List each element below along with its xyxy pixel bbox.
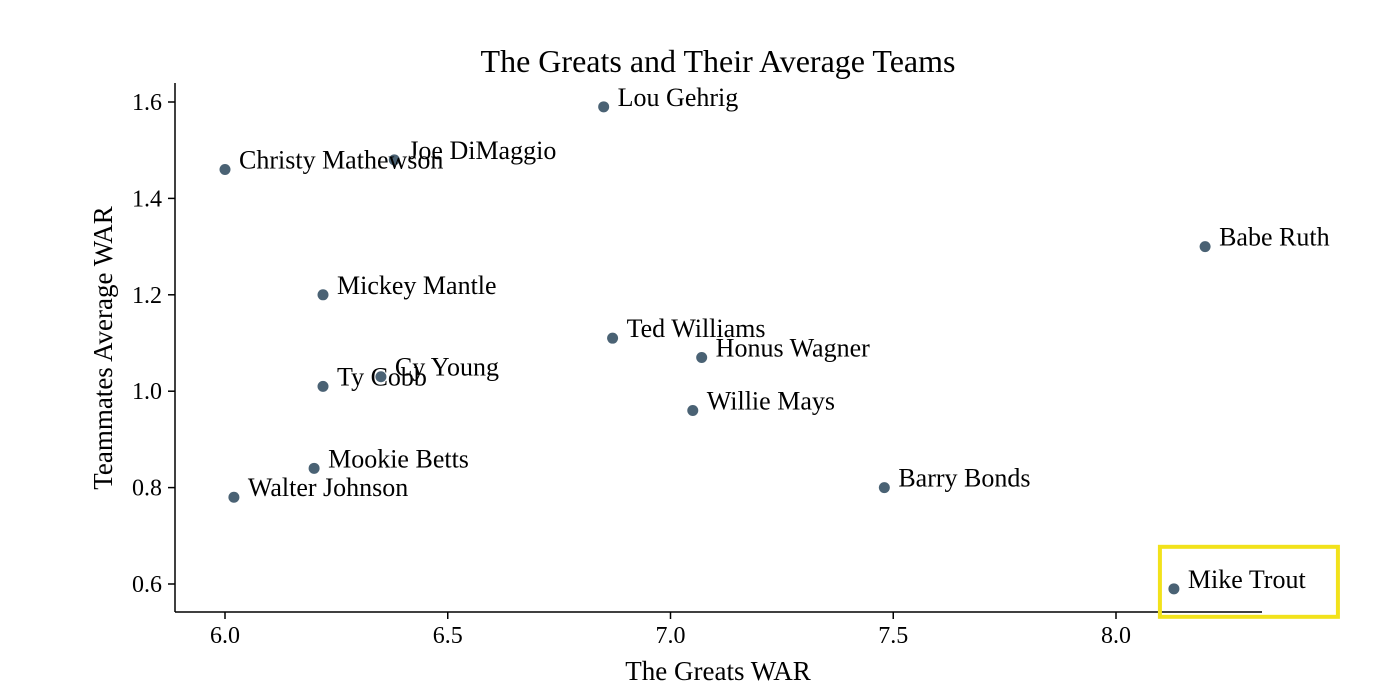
- point-label-joe-dimaggio: Joe DiMaggio: [408, 136, 556, 165]
- point-walter-johnson: [228, 491, 240, 503]
- y-tick-label: 0.8: [132, 476, 162, 502]
- chart-title: The Greats and Their Average Teams: [481, 43, 956, 79]
- point-label-cy-young: Cy Young: [395, 353, 499, 382]
- point-barry-bonds: [878, 482, 890, 494]
- point-mookie-betts: [308, 462, 320, 474]
- y-tick-label: 0.6: [132, 572, 162, 598]
- point-joe-dimaggio: [388, 154, 400, 166]
- x-axis-ticks: 6.0 6.5 7.0 7.5 8.0: [210, 612, 1131, 649]
- point-label-ty-cobb: Ty Cobb: [337, 362, 427, 391]
- x-tick-label: 8.0: [1101, 623, 1131, 649]
- y-axis-ticks: 0.6 0.8 1.0 1.2 1.4 1.6: [132, 90, 175, 598]
- point-label-lou-gehrig: Lou Gehrig: [618, 83, 739, 112]
- data-points: [219, 101, 1211, 595]
- point-mickey-mantle: [317, 289, 329, 301]
- y-axis-label: Teammates Average WAR: [88, 206, 118, 490]
- point-label-christy-mathewson: Christy Mathewson: [239, 145, 443, 174]
- x-axis-label: The Greats WAR: [625, 656, 810, 686]
- y-tick-label: 1.2: [132, 283, 162, 309]
- y-tick-label: 1.0: [132, 379, 162, 405]
- point-label-babe-ruth: Babe Ruth: [1219, 223, 1330, 252]
- point-babe-ruth: [1199, 241, 1211, 253]
- point-cy-young: [375, 371, 387, 383]
- point-label-mickey-mantle: Mickey Mantle: [337, 271, 497, 300]
- y-tick-label: 1.4: [132, 186, 162, 212]
- point-label-ted-williams: Ted Williams: [627, 314, 766, 343]
- point-label-willie-mays: Willie Mays: [707, 386, 835, 415]
- x-tick-label: 6.0: [210, 623, 240, 649]
- y-tick-label: 1.6: [132, 90, 162, 116]
- x-tick-label: 6.5: [433, 623, 463, 649]
- point-mike-trout: [1168, 583, 1180, 595]
- point-honus-wagner: [696, 351, 708, 363]
- highlight-box: [1157, 544, 1340, 619]
- x-tick-label: 7.5: [878, 623, 908, 649]
- point-ty-cobb: [317, 380, 329, 392]
- point-label-honus-wagner: Honus Wagner: [716, 333, 870, 362]
- point-lou-gehrig: [598, 101, 610, 113]
- point-label-mike-trout: Mike Trout: [1188, 565, 1307, 594]
- x-tick-label: 7.0: [656, 623, 686, 649]
- point-willie-mays: [687, 404, 699, 416]
- point-christy-mathewson: [219, 163, 231, 175]
- point-ted-williams: [607, 332, 619, 344]
- point-label-walter-johnson: Walter Johnson: [248, 473, 408, 502]
- point-label-barry-bonds: Barry Bonds: [898, 464, 1030, 493]
- point-label-mookie-betts: Mookie Betts: [328, 444, 469, 473]
